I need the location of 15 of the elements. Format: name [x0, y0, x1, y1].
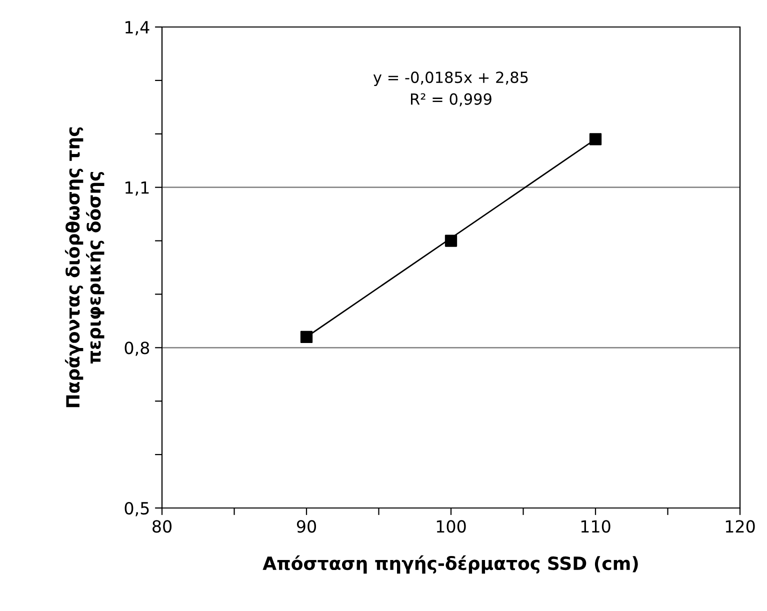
y-axis-title: Παράγοντας διόρθωσης της περιφερικής δόσης [64, 127, 104, 408]
y-tick-label: 1,1 [126, 182, 149, 196]
x-tick-label: 110 [581, 520, 610, 533]
y-tick-label: 0,5 [124, 502, 149, 516]
x-tick-label: 90 [296, 520, 316, 533]
point [444, 234, 458, 247]
y-tick-label: 0,8 [124, 342, 150, 356]
point [300, 330, 313, 344]
x-tick-label: 100 [436, 520, 466, 533]
annotation: y = -0,0185x + 2,85 R² = 0,999 [373, 72, 528, 106]
x-axis-title: Απόσταση πηγής-δέρματος SSD (cm) [262, 555, 638, 574]
point [589, 133, 602, 146]
y-tick-label: 1,4 [126, 21, 150, 36]
x-tick-label: 120 [726, 520, 755, 533]
x-tick-label: 80 [152, 520, 172, 533]
